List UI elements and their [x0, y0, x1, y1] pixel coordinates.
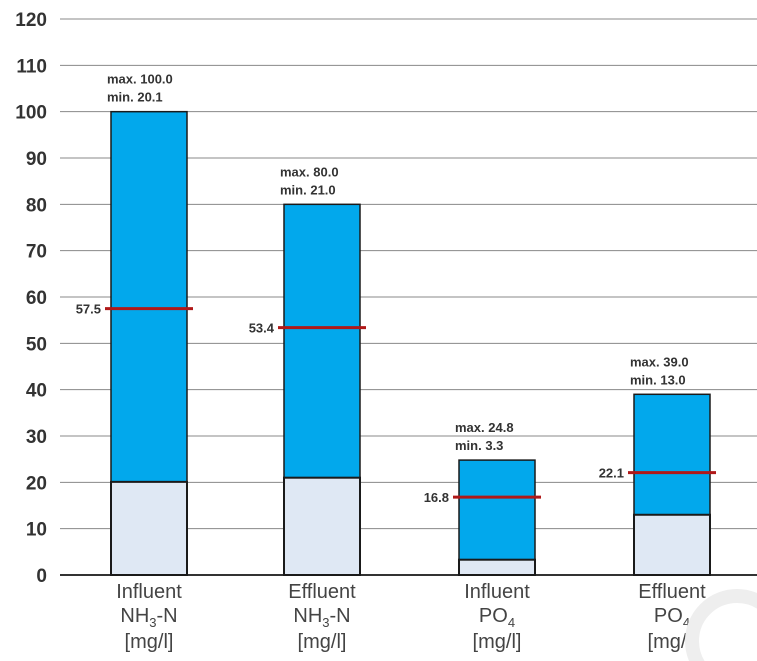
min-label: min. 13.0	[630, 372, 686, 387]
max-label: max. 24.8	[455, 420, 514, 435]
formula-subscript: 4	[683, 615, 690, 630]
formula-subscript: 4	[508, 615, 515, 630]
formula-main: NH	[120, 605, 149, 627]
watermark-icon	[685, 589, 757, 661]
max-label: max. 39.0	[630, 354, 689, 369]
range-bar	[283, 203, 361, 479]
category-unit: [mg/l]	[298, 631, 347, 653]
mean-label: 53.4	[249, 321, 275, 336]
bars	[105, 110, 716, 577]
category-formula: NH3-N	[293, 605, 350, 630]
category-labels: InfluentNH3-N[mg/l]EffluentNH3-N[mg/l]In…	[116, 581, 706, 653]
annotations: max. 100.0 min. 20.1 57.5 max. 80.0 min. 21.…	[76, 72, 689, 505]
formula-main: NH	[293, 605, 322, 627]
range-bar	[458, 459, 536, 561]
max-label: max. 80.0	[280, 164, 339, 179]
min-label: min. 3.3	[455, 438, 503, 453]
category-formula: PO4	[479, 605, 515, 630]
y-tick-label: 60	[26, 288, 47, 309]
category-unit: [mg/l]	[648, 631, 697, 653]
category-formula: PO4	[654, 605, 690, 630]
category-formula: NH3-N	[120, 605, 177, 630]
max-label: max. 100.0	[107, 72, 173, 87]
range-bar	[633, 393, 711, 516]
mean-label: 22.1	[599, 466, 624, 481]
formula-main: PO	[479, 605, 508, 627]
category-label: Effluent	[638, 581, 706, 603]
y-tick-label: 0	[36, 566, 47, 587]
y-tick-label: 90	[26, 149, 47, 170]
y-tick-label: 100	[15, 103, 47, 124]
formula-tail: -N	[157, 605, 178, 627]
min-label: min. 21.0	[280, 182, 336, 197]
formula-main: PO	[654, 605, 683, 627]
range-bar	[110, 110, 188, 483]
y-tick-label: 20	[26, 473, 47, 494]
y-tick-label: 120	[15, 10, 47, 31]
min-bar	[458, 558, 536, 577]
formula-subscript: 3	[322, 615, 329, 630]
formula-subscript: 3	[149, 615, 156, 630]
category-unit: [mg/l]	[473, 631, 522, 653]
min-bar	[633, 513, 711, 576]
mean-label: 16.8	[424, 490, 449, 505]
category-label: Effluent	[288, 581, 356, 603]
y-tick-label: 40	[26, 381, 47, 402]
min-bar	[110, 480, 188, 576]
y-axis-ticks: 0 10 20 30 40 50 60 70 80 90 100 110 120	[15, 10, 47, 587]
mean-label: 57.5	[76, 302, 101, 317]
y-tick-label: 80	[26, 195, 47, 216]
min-bar	[283, 476, 361, 577]
category-unit: [mg/l]	[125, 631, 174, 653]
y-tick-label: 30	[26, 427, 47, 448]
y-tick-label: 10	[26, 520, 47, 541]
y-tick-label: 50	[26, 334, 47, 355]
y-tick-label: 110	[16, 56, 47, 77]
formula-tail: -N	[330, 605, 351, 627]
y-tick-label: 70	[26, 242, 47, 263]
min-label: min. 20.1	[107, 90, 163, 105]
category-label: Influent	[464, 581, 530, 603]
category-label: Influent	[116, 581, 182, 603]
